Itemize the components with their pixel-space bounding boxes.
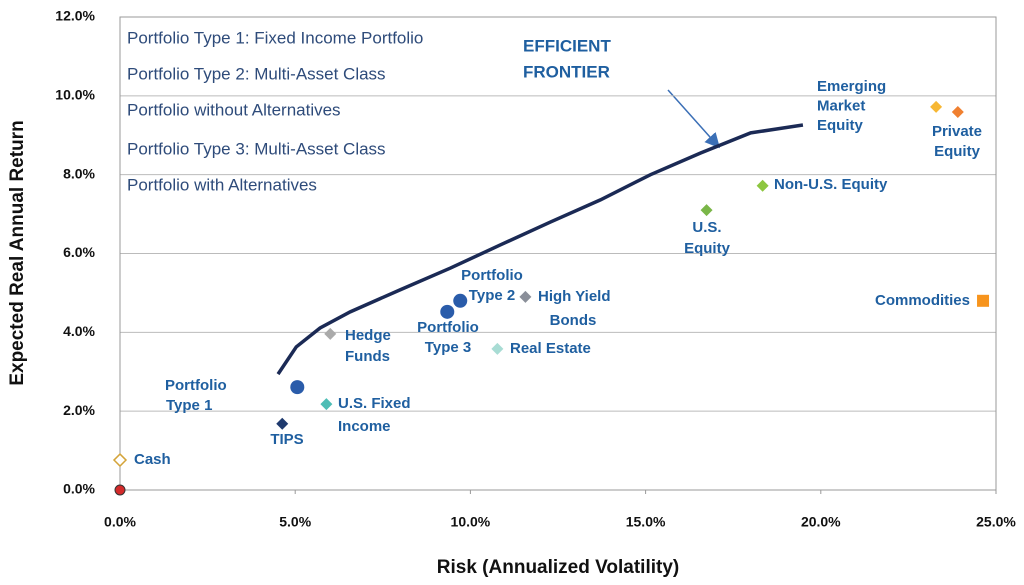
point-label: Hedge (345, 327, 391, 344)
frontier-label: FRONTIER (523, 62, 610, 81)
point-label: Portfolio (417, 319, 479, 336)
x-axis-label: Risk (Annualized Volatility) (437, 557, 679, 578)
point-label: Type 3 (425, 339, 471, 356)
frontier-line (276, 123, 804, 376)
point (700, 204, 713, 217)
point-label: Type 2 (469, 287, 515, 304)
point (320, 398, 333, 411)
y-tick-label: 4.0% (63, 323, 95, 339)
point (491, 342, 504, 355)
y-tick-label: 12.0% (55, 8, 95, 24)
point-label: Private (932, 123, 982, 140)
point (290, 380, 305, 395)
annotation: Portfolio Type 3: Multi-Asset Class (127, 139, 386, 158)
y-tick-label: 2.0% (63, 402, 95, 418)
x-tick-label: 10.0% (451, 514, 491, 530)
point (951, 105, 964, 118)
point (276, 417, 289, 430)
y-tick-label: 0.0% (63, 481, 95, 497)
plot-border (119, 16, 997, 491)
point-label: Cash (134, 451, 171, 468)
x-tick-label: 20.0% (801, 514, 841, 530)
y-tick-label: 6.0% (63, 244, 95, 260)
annotation: Portfolio with Alternatives (127, 175, 317, 194)
x-tick-label: 0.0% (104, 514, 136, 530)
x-tick-label: 15.0% (626, 514, 666, 530)
point-label: High Yield (538, 288, 611, 305)
point (519, 290, 532, 303)
point (756, 179, 769, 192)
point (112, 452, 128, 468)
point-label: U.S. (692, 219, 721, 236)
point-label: Non-U.S. Equity (774, 176, 888, 193)
point-label: Commodities (875, 292, 970, 309)
point-label: Type 1 (166, 397, 212, 414)
point (977, 294, 990, 307)
point-label: Portfolio (165, 377, 227, 394)
point-label: TIPS (270, 431, 303, 448)
annotation: Portfolio without Alternatives (127, 100, 341, 119)
x-tick-label: 5.0% (279, 514, 311, 530)
y-tick-label: 8.0% (63, 165, 95, 181)
point-label: Bonds (550, 312, 597, 329)
point-label: Emerging (817, 78, 886, 95)
y-axis-label: Expected Real Annual Return (7, 120, 28, 385)
point-label: U.S. Fixed (338, 395, 411, 412)
point-label: Income (338, 418, 391, 435)
point-label: Market (817, 97, 865, 114)
annotation: Portfolio Type 1: Fixed Income Portfolio (127, 28, 423, 47)
point-label: Equity (934, 143, 980, 160)
point-label: Funds (345, 348, 390, 365)
point-label: Equity (817, 117, 863, 134)
point (114, 484, 126, 496)
point (930, 100, 943, 113)
point-label: Equity (684, 240, 730, 257)
point-label: Portfolio (461, 267, 523, 284)
point (324, 327, 337, 340)
x-tick-label: 25.0% (976, 514, 1016, 530)
point (453, 293, 468, 308)
annotation: Portfolio Type 2: Multi-Asset Class (127, 64, 386, 83)
point (440, 304, 455, 319)
point-label: Real Estate (510, 340, 591, 357)
frontier-label: EFFICIENT (523, 36, 611, 55)
y-tick-label: 10.0% (55, 87, 95, 103)
frontier-arrow (667, 89, 720, 149)
